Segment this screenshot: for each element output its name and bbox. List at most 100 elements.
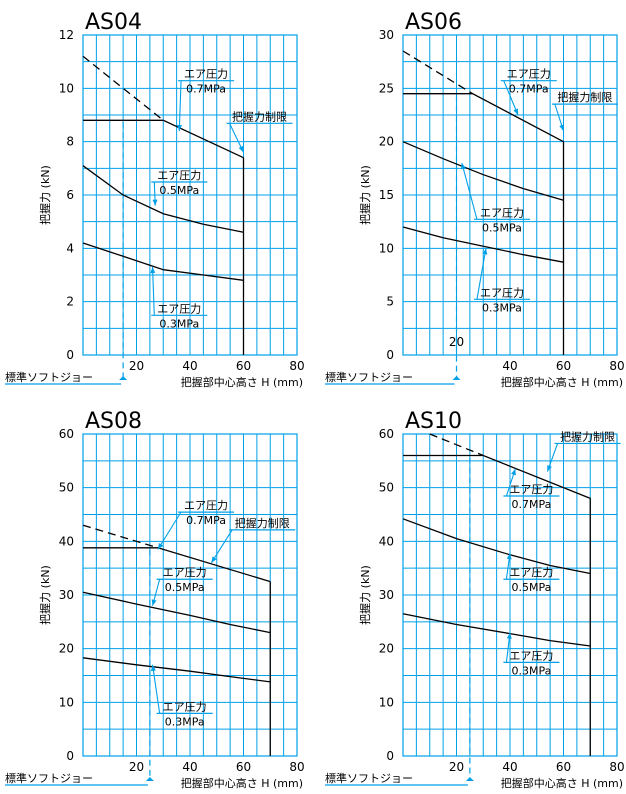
x-tick-label: 80 bbox=[609, 359, 624, 373]
y-tick-label: 30 bbox=[59, 588, 74, 602]
callout-value: 0.3MPa bbox=[159, 317, 199, 330]
y-tick-label: 60 bbox=[59, 427, 74, 441]
soft-jaw-arrow-icon bbox=[465, 777, 474, 781]
callout-value: 0.5MPa bbox=[165, 581, 205, 594]
y-tick-label: 2 bbox=[66, 295, 74, 309]
chart-title: AS10 bbox=[405, 409, 462, 434]
callout-label: 把握力制限 bbox=[551, 90, 618, 132]
x-tick-label: 20 bbox=[449, 760, 464, 774]
callout-label: 把握力制限 bbox=[226, 109, 293, 153]
callout-value: 0.3MPa bbox=[165, 715, 205, 728]
x-tick-label: 60 bbox=[236, 359, 251, 373]
callout-text: 把握力制限 bbox=[235, 516, 290, 530]
callout-text: 把握力制限 bbox=[560, 429, 615, 443]
callout-arrow-icon bbox=[157, 542, 164, 550]
y-tick-label: 0 bbox=[386, 348, 394, 362]
y-tick-label: 8 bbox=[66, 135, 74, 149]
y-tick-label: 10 bbox=[59, 695, 74, 709]
soft-jaw-label: 標準ソフトジョー bbox=[5, 771, 93, 785]
callout-arrow-icon bbox=[150, 267, 156, 274]
callout-value: 0.7MPa bbox=[509, 83, 549, 96]
callout-value: 0.3MPa bbox=[511, 664, 551, 677]
chart-panel-as04: AS04 0 2 4 6 8 10 12 20 40 60 80 把握部中心高さ H (mm) 把握力 (… bbox=[5, 10, 305, 389]
callout-leader bbox=[157, 511, 182, 550]
callout-leader bbox=[476, 248, 487, 300]
y-tick-label: 5 bbox=[386, 295, 394, 309]
y-tick-label: 4 bbox=[66, 241, 74, 255]
y-tick-label: 60 bbox=[379, 427, 394, 441]
callout-value: 0.7MPa bbox=[511, 498, 551, 511]
y-axis-label: 把握力 (kN) bbox=[358, 565, 372, 625]
chart-panel-as08: AS08 0 10 20 30 40 50 60 20 40 60 80 把握部中心高さ H (mm) 把… bbox=[5, 409, 305, 790]
x-tick-label: 40 bbox=[502, 760, 517, 774]
callout-label: 把握力制限 bbox=[210, 516, 296, 564]
callout-leader bbox=[503, 80, 519, 116]
series-line bbox=[82, 591, 271, 634]
y-tick-label: 10 bbox=[379, 241, 394, 255]
y-tick-label: 10 bbox=[59, 81, 74, 95]
callout-arrow-icon bbox=[460, 163, 466, 170]
soft-jaw-label: 標準ソフトジョー bbox=[325, 370, 413, 384]
y-axis-label: 把握力 (kN) bbox=[358, 165, 372, 225]
callout-leader bbox=[152, 664, 161, 714]
chart-title: AS08 bbox=[85, 409, 142, 434]
y-tick-label: 12 bbox=[59, 28, 74, 42]
callout-arrow-icon bbox=[511, 468, 516, 476]
soft-jaw-label: 標準ソフトジョー bbox=[325, 771, 413, 785]
y-tick-label: 20 bbox=[59, 642, 74, 656]
callout-label: エア圧力 0.3MPa bbox=[503, 632, 560, 677]
y-tick-label: 40 bbox=[379, 534, 394, 548]
callout-text: エア圧力 bbox=[157, 169, 201, 182]
callout-label: エア圧力 0.5MPa bbox=[460, 162, 530, 234]
plot-frame bbox=[402, 433, 618, 757]
plot-frame bbox=[402, 34, 618, 356]
callout-text: 把握力制限 bbox=[557, 90, 612, 104]
y-axis-label: 把握力 (kN) bbox=[38, 165, 52, 225]
x-tick-label: 60 bbox=[556, 359, 571, 373]
y-tick-label: 20 bbox=[379, 642, 394, 656]
callout-label: エア圧力 0.7MPa bbox=[500, 68, 557, 116]
series-line bbox=[83, 119, 244, 159]
callout-text: エア圧力 bbox=[157, 302, 201, 315]
callout-text: エア圧力 bbox=[507, 68, 551, 81]
callout-label: エア圧力 0.5MPa bbox=[503, 553, 560, 594]
callout-value: 0.7MPa bbox=[186, 83, 226, 96]
callout-leader bbox=[461, 162, 478, 220]
callout-arrow-icon bbox=[559, 124, 565, 131]
series-line bbox=[82, 165, 244, 233]
callout-arrow-icon bbox=[547, 465, 552, 472]
callout-text: 把握力制限 bbox=[232, 109, 287, 123]
y-tick-label: 0 bbox=[66, 749, 74, 763]
y-tick-label: 15 bbox=[379, 188, 394, 202]
soft-jaw-arrow-icon bbox=[145, 777, 154, 781]
x-tick-label: 60 bbox=[236, 760, 251, 774]
x-tick-label: 40 bbox=[182, 359, 197, 373]
x-axis-label: 把握部中心高さ H (mm) bbox=[501, 375, 623, 389]
x-tick-label: 20 bbox=[129, 359, 144, 373]
callout-arrow-icon bbox=[211, 556, 217, 563]
series-line bbox=[402, 141, 564, 201]
series-extrapolation-dashed bbox=[402, 50, 473, 95]
series-extrapolation-dashed bbox=[82, 55, 164, 121]
callout-label: エア圧力 0.3MPa bbox=[150, 664, 213, 728]
y-tick-label: 0 bbox=[66, 348, 74, 362]
callout-arrow-icon bbox=[506, 632, 512, 639]
y-tick-label: 10 bbox=[379, 695, 394, 709]
x-tick-label: 40 bbox=[182, 760, 197, 774]
x-tick-label-inside: 20 bbox=[449, 335, 464, 349]
y-tick-label: 6 bbox=[66, 188, 74, 202]
callout-value: 0.5MPa bbox=[159, 184, 199, 197]
callout-value: 0.5MPa bbox=[482, 221, 522, 234]
callout-arrow-icon bbox=[238, 145, 244, 153]
soft-jaw-arrow-icon bbox=[452, 376, 461, 380]
callout-text: エア圧力 bbox=[509, 483, 553, 496]
y-tick-label: 50 bbox=[379, 481, 394, 495]
series-line bbox=[82, 242, 244, 281]
callout-label: エア圧力 0.7MPa bbox=[157, 499, 235, 550]
callout-arrow-icon bbox=[482, 248, 488, 255]
callout-label: エア圧力 0.5MPa bbox=[151, 169, 208, 206]
x-axis-label: 把握部中心高さ H (mm) bbox=[181, 776, 303, 790]
callout-value: 0.7MPa bbox=[186, 514, 226, 527]
callout-text: エア圧力 bbox=[480, 206, 524, 219]
